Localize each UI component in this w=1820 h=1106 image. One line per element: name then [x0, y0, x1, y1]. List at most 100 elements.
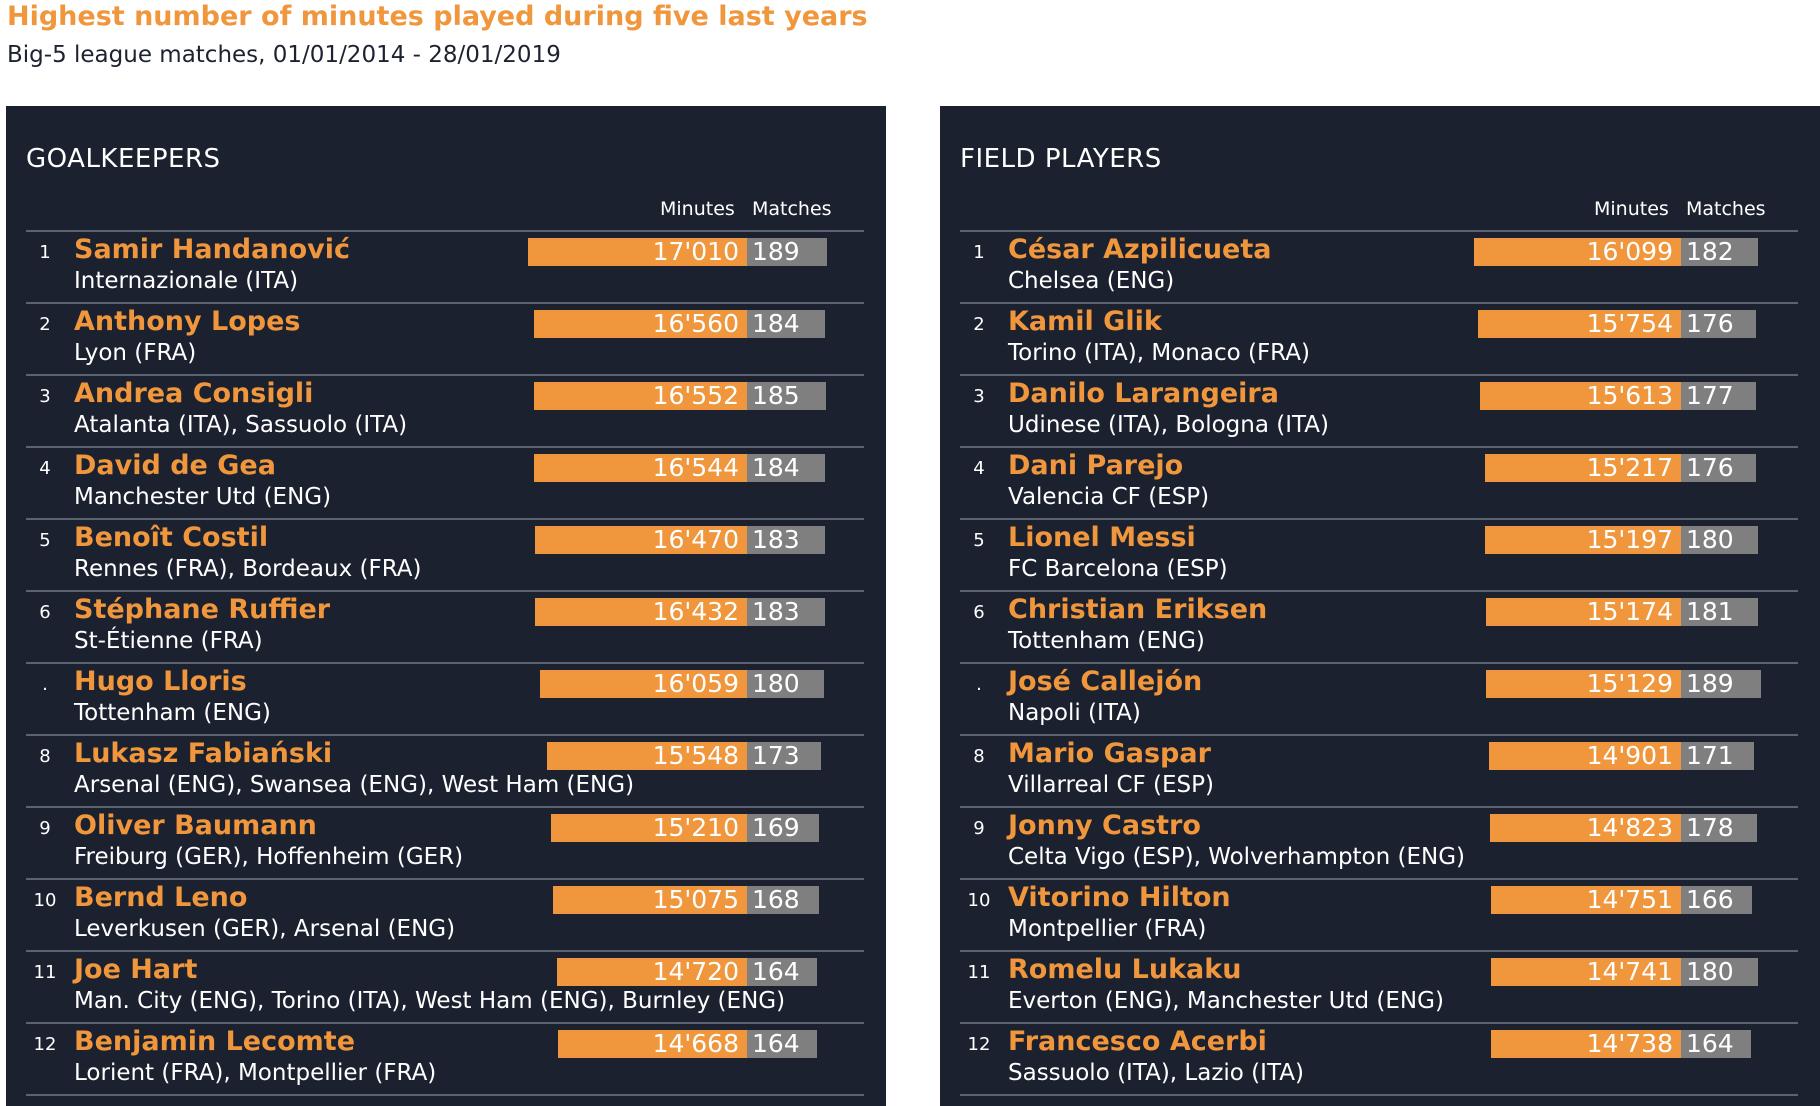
table-row: 12 Benjamin Lecomte Lorient (FRA), Montpel…	[26, 1024, 864, 1096]
minutes-bar: 14'668	[558, 1030, 747, 1058]
row-divider	[26, 302, 864, 304]
matches-bar: 169	[747, 814, 819, 842]
player-name: David de Gea	[74, 450, 276, 481]
player-clubs: Internazionale (ITA)	[74, 268, 299, 294]
rank-label: 1	[39, 242, 51, 263]
minutes-value: 14'668	[652, 1029, 739, 1058]
row-divider	[26, 374, 864, 376]
player-clubs: Rennes (FRA), Bordeaux (FRA)	[74, 556, 422, 582]
minutes-bar: 16'470	[534, 526, 747, 554]
matches-bar: 173	[747, 742, 821, 770]
minutes-value: 15'548	[652, 741, 739, 770]
minutes-bar: 15'075	[552, 886, 747, 914]
player-name: Andrea Consigli	[74, 378, 314, 409]
row-divider	[26, 1022, 864, 1024]
player-clubs: Tottenham (ENG)	[74, 700, 271, 726]
minutes-value: 15'754	[1586, 309, 1673, 338]
player-clubs: Atalanta (ITA), Sassuolo (ITA)	[74, 412, 408, 438]
matches-bar: 189	[747, 238, 828, 266]
matches-bar: 180	[1681, 526, 1758, 554]
chart-title: Highest number of minutes played during …	[7, 1, 868, 32]
matches-value: 181	[1686, 597, 1734, 626]
table-row: 6 Stéphane Ruffier St-Étienne (FRA) 16'432 1…	[26, 592, 864, 664]
minutes-value: 16'560	[652, 309, 739, 338]
minutes-bar: 15'174	[1485, 598, 1681, 626]
minutes-value: 16'059	[652, 669, 739, 698]
row-divider	[26, 950, 864, 952]
chart-subtitle: Big-5 league matches, 01/01/2014 - 28/01…	[7, 42, 561, 68]
row-divider	[960, 302, 1798, 304]
player-name: Dani Parejo	[1008, 450, 1184, 481]
matches-bar: 183	[747, 526, 825, 554]
matches-value: 169	[752, 813, 800, 842]
minutes-value: 15'129	[1586, 669, 1673, 698]
table-row: 10 Vitorino Hilton Montpellier (FRA) 14'751…	[960, 880, 1798, 952]
minutes-value: 16'432	[652, 597, 739, 626]
matches-value: 171	[1686, 741, 1734, 770]
rank-label: 2	[39, 314, 51, 335]
player-name: Romelu Lukaku	[1008, 954, 1242, 985]
goalkeepers-panel: GOALKEEPERS Minutes Matches 1 Samir Handa…	[6, 106, 886, 1106]
player-clubs: Man. City (ENG), Torino (ITA), West Ham …	[74, 988, 786, 1014]
minutes-bar: 16'059	[540, 670, 747, 698]
player-clubs: Leverkusen (GER), Arsenal (ENG)	[74, 916, 456, 942]
minutes-value: 15'613	[1586, 381, 1673, 410]
matches-value: 173	[752, 741, 800, 770]
matches-bar: 184	[747, 454, 826, 482]
minutes-value: 16'099	[1586, 237, 1673, 266]
rank-label: 8	[39, 746, 51, 767]
matches-bar: 164	[747, 1030, 817, 1058]
rank-label: 6	[973, 602, 985, 623]
matches-value: 180	[1686, 525, 1734, 554]
player-clubs: Lorient (FRA), Montpellier (FRA)	[74, 1060, 437, 1086]
player-name: Mario Gaspar	[1008, 738, 1211, 769]
matches-value: 180	[752, 669, 800, 698]
player-clubs: Valencia CF (ESP)	[1008, 484, 1210, 510]
row-divider	[960, 950, 1798, 952]
player-clubs: Villarreal CF (ESP)	[1008, 772, 1214, 798]
player-clubs: Celta Vigo (ESP), Wolverhampton (ENG)	[1008, 844, 1466, 870]
matches-value: 176	[1686, 309, 1734, 338]
player-name: Danilo Larangeira	[1008, 378, 1279, 409]
minutes-bar: 15'197	[1485, 526, 1681, 554]
matches-value: 166	[1686, 885, 1734, 914]
row-divider	[26, 446, 864, 448]
minutes-bar: 16'099	[1473, 237, 1681, 266]
rank-label: 1	[973, 242, 985, 263]
minutes-bar: 15'613	[1479, 381, 1681, 410]
player-name: Bernd Leno	[74, 882, 248, 913]
table-row: . Hugo Lloris Tottenham (ENG) 16'059 180	[26, 664, 864, 736]
player-clubs: Everton (ENG), Manchester Utd (ENG)	[1008, 988, 1444, 1014]
rank-label: 11	[967, 962, 991, 983]
player-clubs: FC Barcelona (ESP)	[1008, 556, 1228, 582]
panel-title-goalkeepers: GOALKEEPERS	[26, 144, 221, 174]
matches-value: 185	[752, 381, 800, 410]
player-name: Anthony Lopes	[74, 306, 301, 337]
matches-bar: 181	[1681, 597, 1759, 626]
matches-bar: 189	[1681, 670, 1762, 698]
minutes-bar: 14'751	[1491, 886, 1681, 914]
rank-label: 9	[39, 818, 51, 839]
player-clubs: Torino (ITA), Monaco (FRA)	[1008, 340, 1310, 366]
table-row: 1 César Azpilicueta Chelsea (ENG) 16'099 182	[960, 232, 1798, 304]
minutes-value: 14'738	[1586, 1029, 1673, 1058]
row-divider	[960, 374, 1798, 376]
matches-bar: 168	[747, 886, 819, 914]
rank-label: 10	[33, 890, 57, 911]
matches-bar: 177	[1681, 382, 1757, 410]
player-clubs: Napoli (ITA)	[1008, 700, 1141, 726]
player-clubs: Lyon (FRA)	[74, 340, 197, 366]
player-name: Stéphane Ruffier	[74, 594, 331, 625]
header-divider	[26, 230, 864, 232]
matches-value: 164	[752, 1029, 800, 1058]
minutes-bar: 15'210	[551, 814, 747, 842]
matches-bar: 180	[1681, 958, 1758, 986]
table-row: 9 Oliver Baumann Freiburg (GER), Hoffenhei…	[26, 808, 864, 880]
row-divider	[960, 518, 1798, 520]
rank-label: 5	[39, 530, 51, 551]
rank-label: 12	[33, 1034, 57, 1055]
header-divider	[960, 230, 1798, 232]
table-row: 12 Francesco Acerbi Sassuolo (ITA), Lazio …	[960, 1024, 1798, 1096]
row-divider	[26, 1094, 864, 1096]
table-row: 4 Dani Parejo Valencia CF (ESP) 15'217 176	[960, 448, 1798, 520]
